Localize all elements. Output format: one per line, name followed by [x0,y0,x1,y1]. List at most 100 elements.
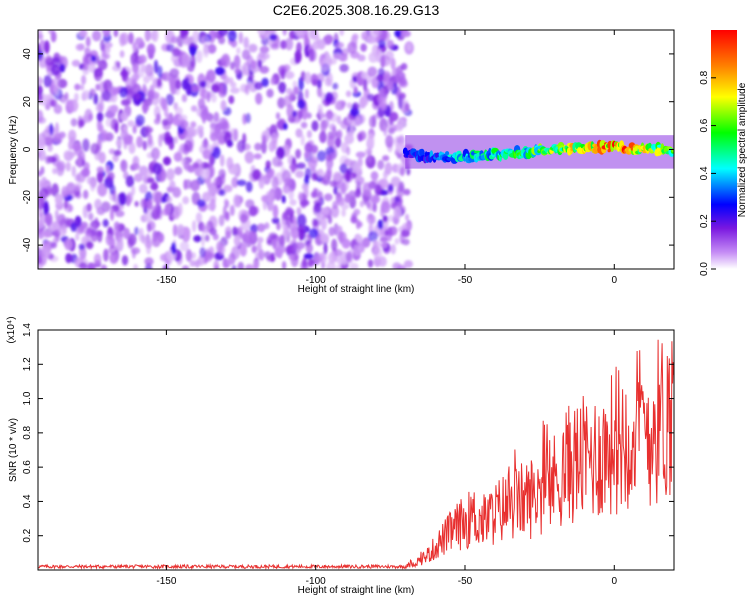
noise-blob [367,66,378,77]
noise-blob [120,159,128,173]
noise-blob [214,66,225,76]
noise-blob [354,188,362,198]
noise-blob [119,50,125,58]
noise-blob [226,157,234,170]
noise-blob [390,244,396,255]
noise-blob [270,43,280,50]
noise-blob [295,241,306,250]
noise-blob [214,264,219,269]
noise-blob [372,245,383,260]
noise-blob [336,129,343,140]
noise-blob [311,172,318,181]
noise-blob [144,257,154,266]
noise-blob [133,70,139,83]
noise-blob [333,249,343,257]
noise-blob [90,55,97,62]
noise-blob [81,75,87,85]
noise-blob [185,249,193,262]
noise-blob [352,33,359,41]
noise-blob [307,258,314,268]
noise-blob [91,30,102,42]
noise-blob [38,137,46,150]
noise-blob [282,184,290,194]
noise-blob [355,151,366,158]
noise-blob [269,33,278,41]
noise-blob [166,195,173,203]
noise-blob [233,54,241,69]
noise-blob [249,224,259,233]
noise-blob [350,215,358,224]
noise-blob [209,30,217,39]
noise-blob [278,81,287,94]
noise-blob [146,177,155,184]
noise-blob [172,118,182,126]
noise-blob [396,264,406,269]
noise-blob [217,135,226,145]
noise-blob [209,155,214,167]
noise-blob [277,160,284,168]
noise-blob [398,95,403,110]
noise-blob [312,78,318,87]
noise-blob [351,102,360,111]
noise-blob [74,92,79,102]
snr-panel: -150 -100 -50 0 0.2 0.4 0.6 0.8 1.0 1.2 1.4 (x10⁴)… [6,316,675,596]
noise-blob [295,148,302,159]
noise-blob [377,159,385,170]
noise-blob [97,182,108,197]
noise-blob [38,255,43,265]
noise-blob [294,57,300,65]
noise-blob [84,47,91,55]
noise-blob [253,259,259,269]
noise-blob [75,43,85,51]
noise-blob [230,87,240,94]
noise-blob [345,251,352,263]
noise-blob [234,68,241,75]
noise-blob [97,59,108,71]
noise-blob [277,97,286,109]
noise-blob [83,167,90,177]
noise-blob [320,233,330,243]
noise-blob [292,110,298,118]
noise-blob [373,30,383,36]
noise-blob [294,30,303,37]
noise-blob [118,192,127,206]
noise-blob [380,200,391,214]
noise-blob [324,171,329,181]
noise-blob [178,114,188,121]
noise-blob [339,30,345,36]
x-tick-label: -50 [458,275,473,286]
colorbar-tick-label: 0.0 [699,262,710,276]
noise-blob [162,264,169,269]
noise-blob [396,118,405,128]
noise-blob [406,42,412,52]
noise-blob [262,134,267,145]
noise-blob [257,59,263,68]
noise-blob [58,226,67,237]
noise-blob [256,236,264,244]
noise-blob [218,214,225,227]
noise-blob [403,260,413,269]
noise-blob [282,122,288,131]
noise-blob [280,68,286,80]
noise-region [38,30,414,269]
noise-blob [201,191,211,203]
noise-blob [38,43,41,52]
noise-blob [132,125,137,134]
noise-blob [271,217,280,225]
noise-blob [360,43,367,52]
noise-blob [245,181,253,193]
noise-blob [201,139,209,149]
noise-blob [96,166,105,173]
noise-blob [88,212,94,221]
noise-blob [179,119,189,129]
noise-blob [286,87,293,95]
noise-blob [221,53,231,68]
noise-blob [127,120,135,127]
noise-blob [123,227,130,239]
noise-blob [259,65,270,74]
noise-blob [298,227,303,241]
x-tick-label: -150 [156,576,176,587]
noise-blob [378,88,387,98]
noise-blob [296,162,306,169]
noise-blob [384,162,392,175]
